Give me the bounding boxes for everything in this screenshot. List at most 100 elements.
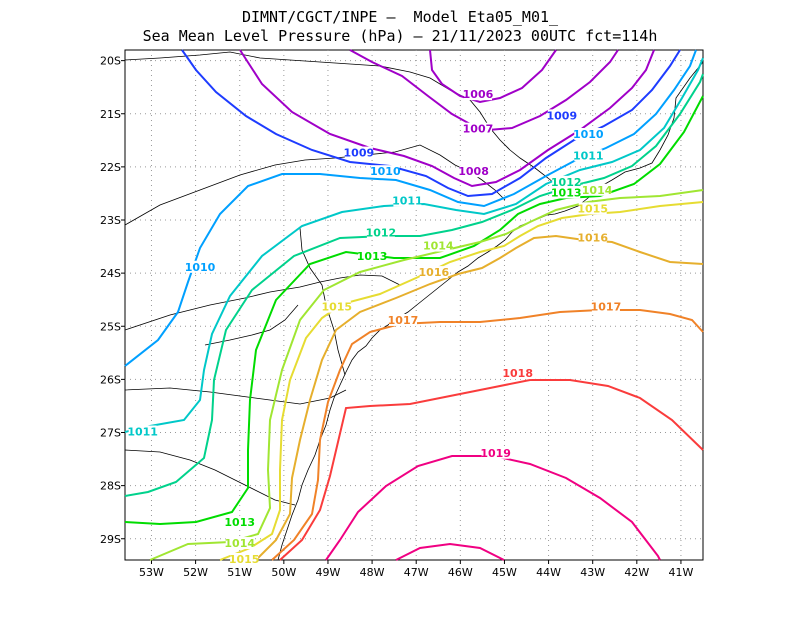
- latitude-tick-label: 25S: [100, 320, 121, 333]
- state-border-mg: [124, 51, 561, 189]
- latitude-tick-label: 21S: [100, 108, 121, 121]
- map-title-line-2: Sea Mean Level Pressure (hPa) – 21/11/20…: [142, 27, 658, 45]
- isobar-label-1016: 1016: [577, 232, 608, 245]
- state-border-pr: [124, 274, 401, 331]
- isobar-1008: [239, 49, 655, 188]
- isobar-label-bg: [463, 88, 492, 101]
- state-border-rs: [124, 449, 296, 506]
- isobar-1015: [219, 201, 704, 561]
- isobar-label-bg: [186, 260, 215, 273]
- isobar-label-bg: [128, 425, 157, 438]
- longitude-tick-label: 42W: [624, 566, 649, 579]
- isobar-lines: [124, 49, 704, 561]
- isobar-label-bg: [574, 149, 603, 162]
- isobar-label-bg: [225, 537, 254, 550]
- isobar-label-bg: [552, 175, 581, 188]
- isobar-label-1011: 1011: [573, 149, 604, 162]
- state-border-sc: [124, 387, 347, 405]
- isobar-label-1010: 1010: [370, 165, 401, 178]
- isobar-label-bg: [591, 300, 620, 313]
- longitude-tick-label: 44W: [536, 566, 561, 579]
- isobar-label-1014: 1014: [582, 184, 613, 197]
- longitude-tick-label: 51W: [227, 566, 252, 579]
- isobar-labels: 1006 1007 1008 1009 1009 1010 1010 1010 1011 1011…: [127, 88, 621, 566]
- isobar-label-bg: [358, 250, 387, 263]
- longitude-tick-label: 52W: [183, 566, 208, 579]
- isobar-label-1013: 1013: [224, 516, 255, 529]
- latitude-tick-label: 26S: [100, 373, 121, 386]
- longitude-tick-label: 53W: [139, 566, 164, 579]
- isobar-label-1012: 1012: [551, 176, 582, 189]
- isobar-1011: [124, 57, 704, 433]
- longitude-tick-label: 46W: [448, 566, 473, 579]
- isobar-label-bg: [230, 553, 259, 565]
- isobar-label-1013: 1013: [551, 186, 582, 199]
- isobar-label-1010: 1010: [185, 261, 216, 274]
- isobar-1014: [149, 189, 704, 561]
- isobar-label-bg: [547, 109, 576, 122]
- latitude-tick-label: 20S: [100, 55, 121, 68]
- isobar-label-1013: 1013: [357, 250, 388, 263]
- isobar-label-bg: [393, 194, 422, 207]
- border-paraguay: [204, 304, 299, 346]
- isobar-label-1018: 1018: [502, 367, 533, 380]
- isobar-1006: [429, 49, 557, 104]
- latitude-tick-label: 29S: [100, 533, 121, 546]
- isobar-label-1014: 1014: [423, 240, 454, 253]
- isobar-label-1009: 1009: [546, 109, 577, 122]
- isobar-label-1017: 1017: [388, 314, 419, 327]
- isobar-label-bg: [388, 313, 417, 326]
- map-title-line-1: DIMNT/CGCT/INPE – Model Eta05_M01_: [241, 8, 559, 26]
- isobar-1012: [124, 73, 704, 497]
- longitude-tick-label: 43W: [580, 566, 605, 579]
- isobar-1010: [124, 49, 697, 367]
- isobar-label-1012: 1012: [366, 226, 397, 239]
- isobar-label-1011: 1011: [392, 194, 423, 207]
- longitude-tick-label: 50W: [271, 566, 296, 579]
- isobar-label-bg: [583, 183, 612, 196]
- isobar-label-1019: 1019: [480, 447, 511, 460]
- isobar-1013: [124, 95, 704, 526]
- isobar-label-1010: 1010: [573, 128, 604, 141]
- isobar-label-bg: [552, 186, 581, 199]
- latitude-tick-label: 24S: [100, 267, 121, 280]
- isobar-label-bg: [344, 146, 373, 159]
- isobar-label-1011: 1011: [127, 426, 158, 439]
- isobar-label-1009: 1009: [344, 147, 375, 160]
- isobar-label-bg: [481, 446, 510, 459]
- latitude-tick-label: 27S: [100, 427, 121, 440]
- isobar-label-1008: 1008: [458, 165, 489, 178]
- longitude-tick-label: 45W: [492, 566, 517, 579]
- isobar-label-1015: 1015: [321, 301, 352, 314]
- longitude-tick-label: 47W: [404, 566, 429, 579]
- latitude-tick-label: 22S: [100, 161, 121, 174]
- longitude-labels: 53W 52W 51W 50W 49W 48W 47W 46W 45W 44W 43W 42W 41W: [139, 566, 693, 579]
- isobar-label-bg: [322, 300, 351, 313]
- latitude-labels: 20S 21S 22S 23S 24S 25S 26S 27S 28S 29S: [100, 55, 121, 546]
- latitude-tick-label: 23S: [100, 214, 121, 227]
- isobar-1020: [395, 542, 505, 561]
- isobar-label-bg: [366, 226, 395, 239]
- isobar-label-bg: [574, 128, 603, 140]
- isobar-1009: [181, 49, 681, 198]
- isobar-label-1007: 1007: [463, 123, 494, 136]
- isobar-label-1017: 1017: [591, 301, 622, 314]
- isobar-label-bg: [503, 367, 532, 380]
- isobar-label-1015: 1015: [229, 553, 260, 566]
- isobar-label-1014: 1014: [224, 537, 255, 550]
- isobar-label-bg: [463, 122, 492, 135]
- latitude-tick-label: 28S: [100, 480, 121, 493]
- isobar-label-1016: 1016: [419, 266, 450, 279]
- isobar-1018: [279, 379, 704, 561]
- longitude-tick-label: 48W: [360, 566, 385, 579]
- isobar-label-bg: [459, 165, 488, 178]
- longitude-tick-label: 41W: [669, 566, 694, 579]
- isobar-label-1015: 1015: [577, 202, 608, 215]
- isobar-label-bg: [225, 515, 254, 528]
- isobar-label-1006: 1006: [463, 88, 494, 101]
- isobar-label-bg: [424, 239, 453, 252]
- isobar-label-bg: [371, 165, 400, 178]
- isobar-label-bg: [578, 202, 607, 215]
- isobar-label-bg: [419, 266, 448, 279]
